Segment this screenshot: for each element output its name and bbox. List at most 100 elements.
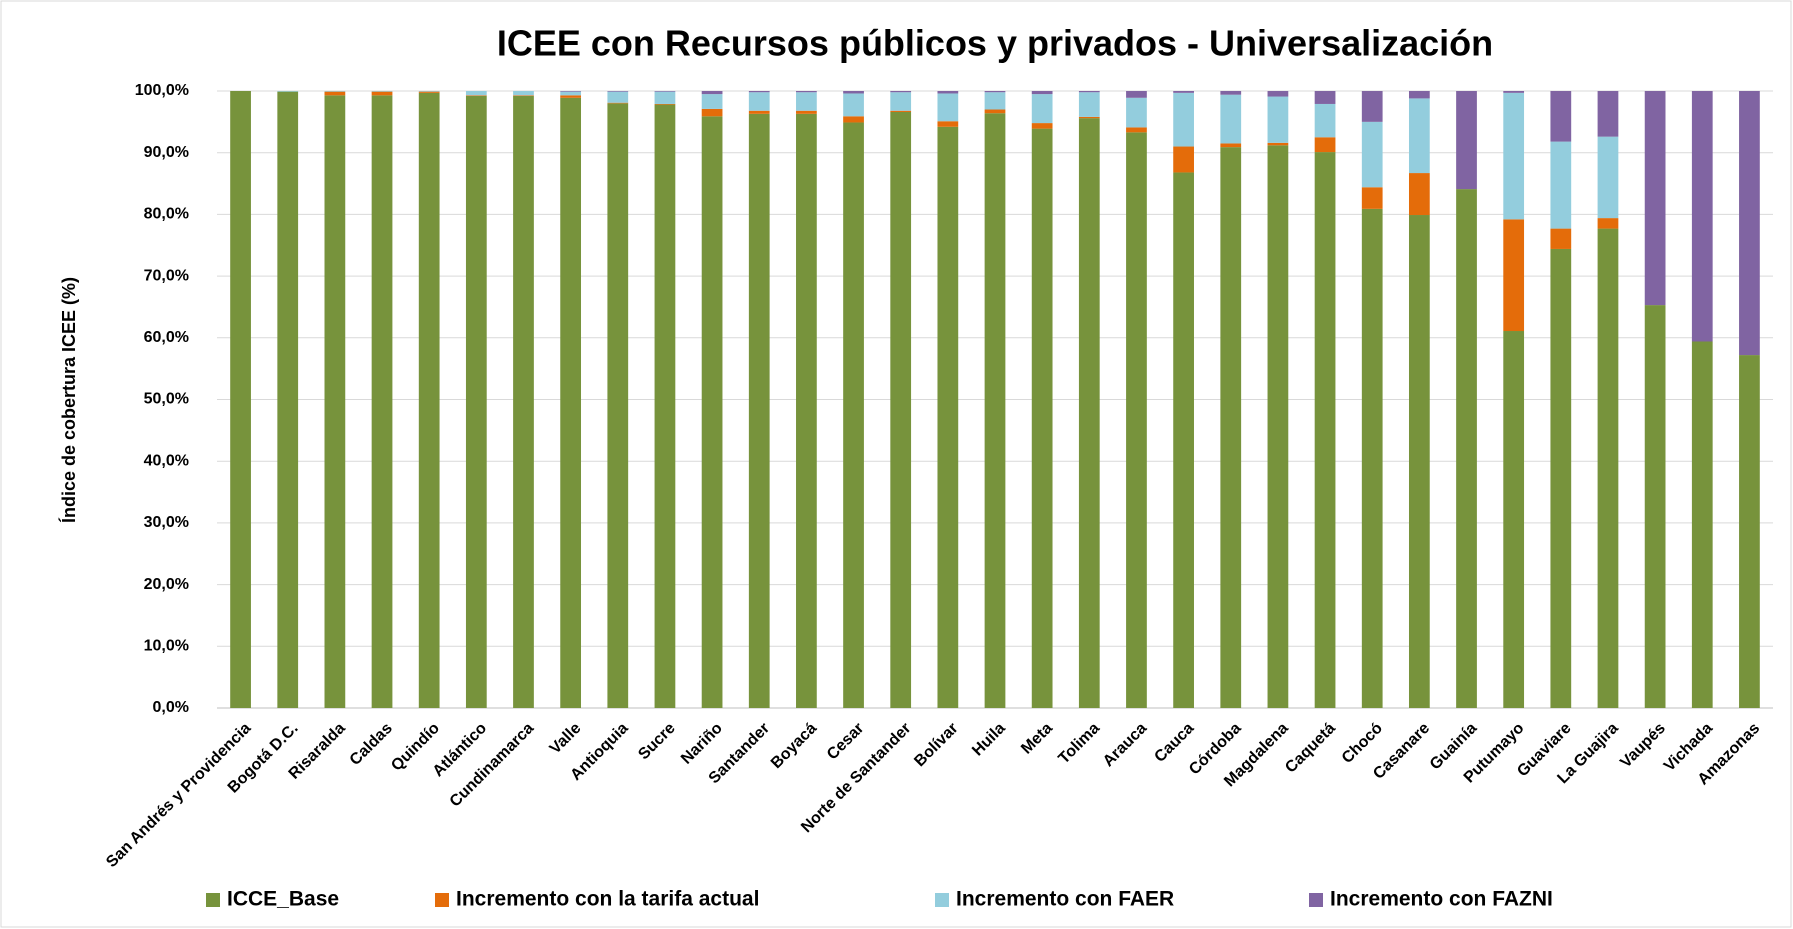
bar-segment (748, 91, 770, 93)
bar-segment (1361, 187, 1383, 209)
bar-segment (937, 121, 959, 127)
bar-segment (277, 91, 299, 92)
bar-segment (1314, 152, 1336, 708)
y-tick-label: 20,0% (144, 576, 189, 593)
bar-segment (701, 91, 723, 95)
bar-segment (1739, 355, 1760, 708)
bar-segment (1314, 103, 1336, 138)
bar-segment (1078, 118, 1100, 708)
y-tick-label: 50,0% (144, 391, 189, 408)
y-tick-label: 0,0% (153, 699, 189, 716)
bar-segment (1031, 123, 1053, 129)
legend-swatch (935, 893, 949, 907)
chart-title: ICEE con Recursos públicos y privados - … (497, 23, 1493, 64)
bar-segment (1173, 146, 1194, 173)
bar-segment (1031, 91, 1053, 95)
bar-segment (560, 95, 582, 98)
bar-segment (1503, 91, 1525, 93)
bar-segment (1267, 96, 1289, 143)
bar-segment (371, 91, 393, 92)
bar-segment (607, 91, 629, 92)
bar-segment (984, 113, 1006, 709)
bar-segment (1361, 208, 1383, 709)
bar-segment (1078, 92, 1100, 117)
bar-segment (324, 91, 346, 96)
bar-segment (513, 95, 534, 709)
bar-segment (748, 113, 770, 709)
bar-segment (1126, 132, 1147, 709)
bar-segment (607, 91, 629, 103)
y-tick-label: 60,0% (144, 329, 189, 346)
bar-segment (465, 95, 487, 709)
bar-segment (513, 91, 534, 96)
bar-segment (1503, 92, 1525, 220)
bar-segment (1078, 116, 1100, 119)
bar-segment (1220, 147, 1242, 709)
y-tick-label: 10,0% (144, 638, 189, 655)
bar-segment (1503, 331, 1525, 708)
y-tick-label: 40,0% (144, 452, 189, 469)
bar-segment (1173, 91, 1194, 93)
bar-segment (1503, 219, 1525, 332)
bar-segment (654, 91, 676, 104)
bar-segment (1267, 142, 1289, 146)
bar-segment (1408, 98, 1430, 174)
bar-segment (1597, 228, 1619, 708)
bar-segment (1314, 91, 1336, 104)
bar-segment (1597, 91, 1619, 137)
bar-segment (890, 110, 912, 112)
bar-segment (701, 108, 723, 117)
bar-segment (1126, 91, 1147, 98)
bar-segment (560, 97, 582, 709)
bar-segment (654, 103, 676, 105)
bar-segment (937, 93, 959, 122)
bar-segment (937, 126, 959, 708)
bar-segment (843, 122, 864, 709)
bar-segment (371, 91, 393, 96)
bar-segment (890, 111, 912, 708)
bar-segment (984, 92, 1006, 110)
bar-segment (654, 91, 676, 92)
legend-swatch (1309, 893, 1323, 907)
bar-segment (701, 116, 723, 708)
bar-segment (560, 91, 582, 92)
bar-segment (984, 91, 1006, 93)
y-axis-label: Índice de cobertura ICEE (%) (58, 277, 79, 523)
bar-segment (1644, 91, 1666, 306)
bar-segment (1267, 91, 1289, 97)
bar-segment (465, 91, 487, 96)
bar-segment (1597, 136, 1619, 219)
y-tick-label: 90,0% (144, 144, 189, 161)
bar-segment (1456, 91, 1477, 190)
bar-segment (1361, 121, 1383, 188)
bar-segment (513, 95, 534, 96)
bar-segment (1408, 173, 1430, 216)
bar-segment (277, 91, 299, 708)
legend-label: Incremento con FAER (956, 888, 1174, 911)
bar-segment (1597, 218, 1619, 229)
bar-segment (843, 91, 864, 94)
bar-segment (1644, 305, 1666, 708)
bar-segment (937, 91, 959, 94)
bar-segment (1220, 143, 1242, 148)
bar-segment (1078, 91, 1100, 93)
legend-swatch (435, 893, 449, 907)
bar-segment (796, 91, 817, 93)
bar-segment (1691, 91, 1713, 342)
bar-segment (324, 91, 346, 92)
bar-segment (1126, 97, 1147, 128)
bar-segment (1550, 91, 1572, 142)
bar-segment (1031, 94, 1053, 124)
bar-segment (418, 92, 440, 708)
bar-segment (890, 91, 912, 93)
bar-segment (418, 91, 440, 93)
bar-segment (230, 91, 251, 708)
bar-segment (1691, 341, 1713, 708)
bar-segment (1550, 228, 1572, 249)
legend-label: Incremento con la tarifa actual (456, 888, 759, 911)
bar-segment (607, 102, 629, 104)
bar-segment (1220, 91, 1242, 95)
bar-segment (1361, 91, 1383, 122)
